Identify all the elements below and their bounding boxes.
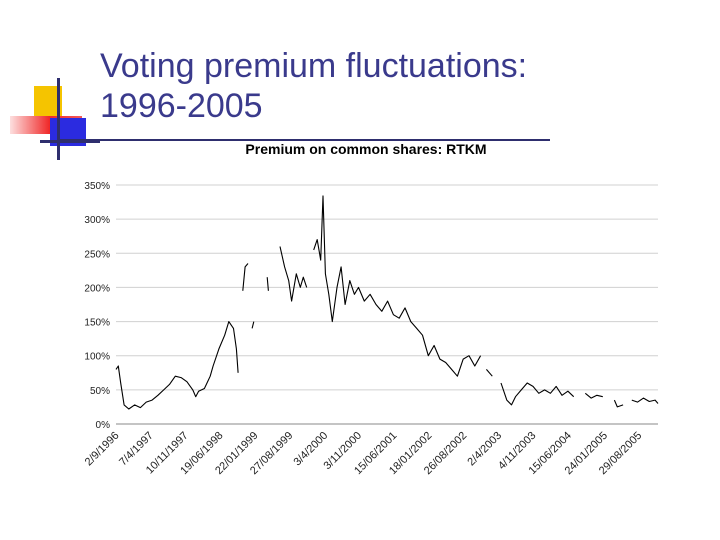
- y-tick-label: 0%: [96, 420, 111, 431]
- chart-title: Premium on common shares: RTKM: [245, 141, 486, 157]
- x-axis-ticks: 2/9/19967/4/199710/11/199719/06/199822/0…: [83, 430, 645, 477]
- slide-title-line-1: Voting premium fluctuations:: [100, 47, 528, 85]
- accent-horizontal-line: [40, 140, 100, 143]
- title-underline: [60, 139, 550, 141]
- y-tick-label: 150%: [84, 318, 110, 329]
- y-axis-ticks: 0% 50% 100% 150% 200% 250% 300% 350%: [84, 181, 110, 431]
- series-line: [115, 195, 659, 410]
- slide-title: Voting premium fluctuations: 1996-2005: [100, 46, 700, 126]
- y-tick-label: 350%: [84, 181, 110, 192]
- x-tick-label: 2/9/1996: [83, 430, 122, 469]
- accent-vertical-line: [57, 78, 60, 160]
- y-tick-label: 50%: [90, 386, 110, 397]
- slide-title-line-2: 1996-2005: [100, 87, 263, 125]
- chart-series: [115, 195, 659, 410]
- y-tick-label: 200%: [84, 283, 110, 294]
- chart-gridlines: [116, 184, 658, 425]
- y-tick-label: 250%: [84, 249, 110, 260]
- y-tick-label: 100%: [84, 352, 110, 363]
- y-tick-label: 300%: [84, 215, 110, 226]
